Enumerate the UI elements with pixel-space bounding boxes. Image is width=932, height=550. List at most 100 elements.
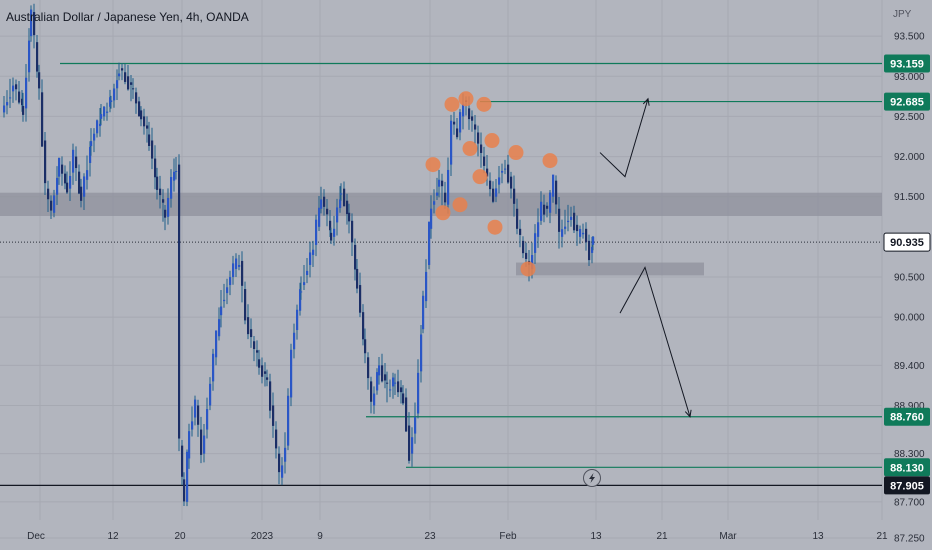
grid-lines — [0, 0, 883, 539]
candle-body — [138, 101, 141, 117]
price-zones — [0, 192, 882, 276]
candle-body — [570, 216, 573, 220]
y-tick-label: 92.500 — [894, 112, 925, 123]
candle-body — [477, 132, 480, 144]
candle-body — [28, 40, 31, 73]
candle-body — [80, 186, 83, 201]
candle-body — [320, 199, 323, 209]
candle-body — [284, 447, 287, 462]
candle-body — [118, 73, 121, 77]
candle-body — [468, 108, 471, 120]
candle-body — [229, 277, 232, 286]
candle-body — [329, 220, 332, 231]
candle-body — [323, 196, 326, 207]
candle-body — [203, 435, 206, 454]
y-tick-label: 92.000 — [894, 152, 925, 163]
candle-body — [300, 291, 303, 293]
candle-body — [420, 334, 423, 372]
candle-body — [143, 116, 146, 127]
candle-body — [41, 92, 44, 147]
candle-body — [110, 100, 113, 102]
candle-body — [135, 92, 138, 104]
candle-body — [130, 82, 133, 85]
candle-body — [100, 114, 103, 119]
candle-body — [175, 171, 178, 173]
candle-body — [417, 372, 420, 414]
y-tick-label: 93.000 — [894, 72, 925, 83]
candle-body — [21, 98, 24, 106]
candle-body — [269, 381, 272, 411]
candle-body — [552, 174, 555, 197]
candle-body — [253, 341, 256, 350]
candle-body — [232, 263, 235, 278]
candle-body — [247, 317, 250, 335]
candle-body — [362, 312, 365, 340]
highlight-marker — [520, 261, 536, 277]
candle-body — [348, 212, 351, 222]
candle-body — [386, 382, 389, 384]
candle-body — [275, 429, 278, 449]
candle-body — [296, 309, 299, 330]
price-badge — [884, 476, 930, 495]
candle-body — [99, 123, 102, 127]
candle-body — [170, 177, 173, 199]
highlight-marker — [425, 157, 441, 173]
y-tick-label: 87.250 — [894, 533, 925, 544]
candle-body — [447, 169, 450, 205]
candle-body — [69, 175, 72, 189]
candle-body — [504, 168, 507, 170]
candle-body — [220, 306, 223, 316]
candle-body — [582, 232, 585, 235]
candle-body — [513, 188, 516, 204]
x-tick-label: 21 — [656, 531, 668, 542]
candle-body — [9, 97, 12, 99]
candle-body — [330, 232, 333, 241]
candle-body — [592, 236, 595, 245]
candle-body — [359, 285, 362, 313]
candle-body — [510, 176, 513, 189]
candle-body — [450, 120, 453, 165]
price-axis[interactable]: 93.500 93.000 92.500 92.000 91.500 90.500 90.0… — [894, 32, 925, 545]
candle-body — [22, 105, 25, 115]
candle-body — [411, 437, 414, 454]
candle-body — [555, 180, 558, 205]
candle-body — [173, 171, 176, 181]
candle-body — [64, 173, 67, 184]
candle-body — [392, 377, 395, 387]
candle-body — [474, 124, 477, 130]
candle-body — [6, 102, 9, 106]
candle-body — [373, 393, 376, 406]
candle-body — [53, 195, 56, 213]
candle-body — [367, 357, 370, 379]
candle-body — [430, 208, 433, 229]
candle-body — [12, 85, 15, 92]
candle-body — [438, 179, 441, 187]
candle-body — [591, 246, 594, 253]
candle-body — [546, 205, 549, 209]
candle-body — [212, 353, 215, 382]
candle-body — [364, 339, 367, 354]
price-badge — [884, 458, 930, 477]
price-badge-label: 87.905 — [890, 480, 924, 492]
candle-body — [206, 409, 209, 430]
candle-body — [124, 72, 127, 82]
highlight-marker — [435, 205, 451, 221]
candle-body — [50, 200, 53, 211]
candle-body — [264, 371, 267, 374]
flash-icon[interactable] — [583, 469, 601, 487]
candle-body — [154, 158, 157, 178]
candle-body — [146, 125, 149, 129]
highlight-marker — [542, 153, 558, 169]
chart-title: Australian Dollar / Japanese Yen, 4h, OA… — [6, 10, 249, 24]
candle-body — [78, 171, 81, 194]
candle-body — [343, 188, 346, 207]
candle-body — [281, 465, 284, 478]
candle-body — [312, 249, 315, 255]
time-axis[interactable]: Dec 12 20 2023 9 23 Feb 13 21 Mar 13 21 — [27, 531, 888, 542]
candle-body — [38, 72, 41, 89]
candle-body — [495, 188, 498, 197]
candle-body — [96, 120, 99, 134]
candle-body — [89, 146, 92, 163]
resistance-zone — [0, 192, 882, 216]
